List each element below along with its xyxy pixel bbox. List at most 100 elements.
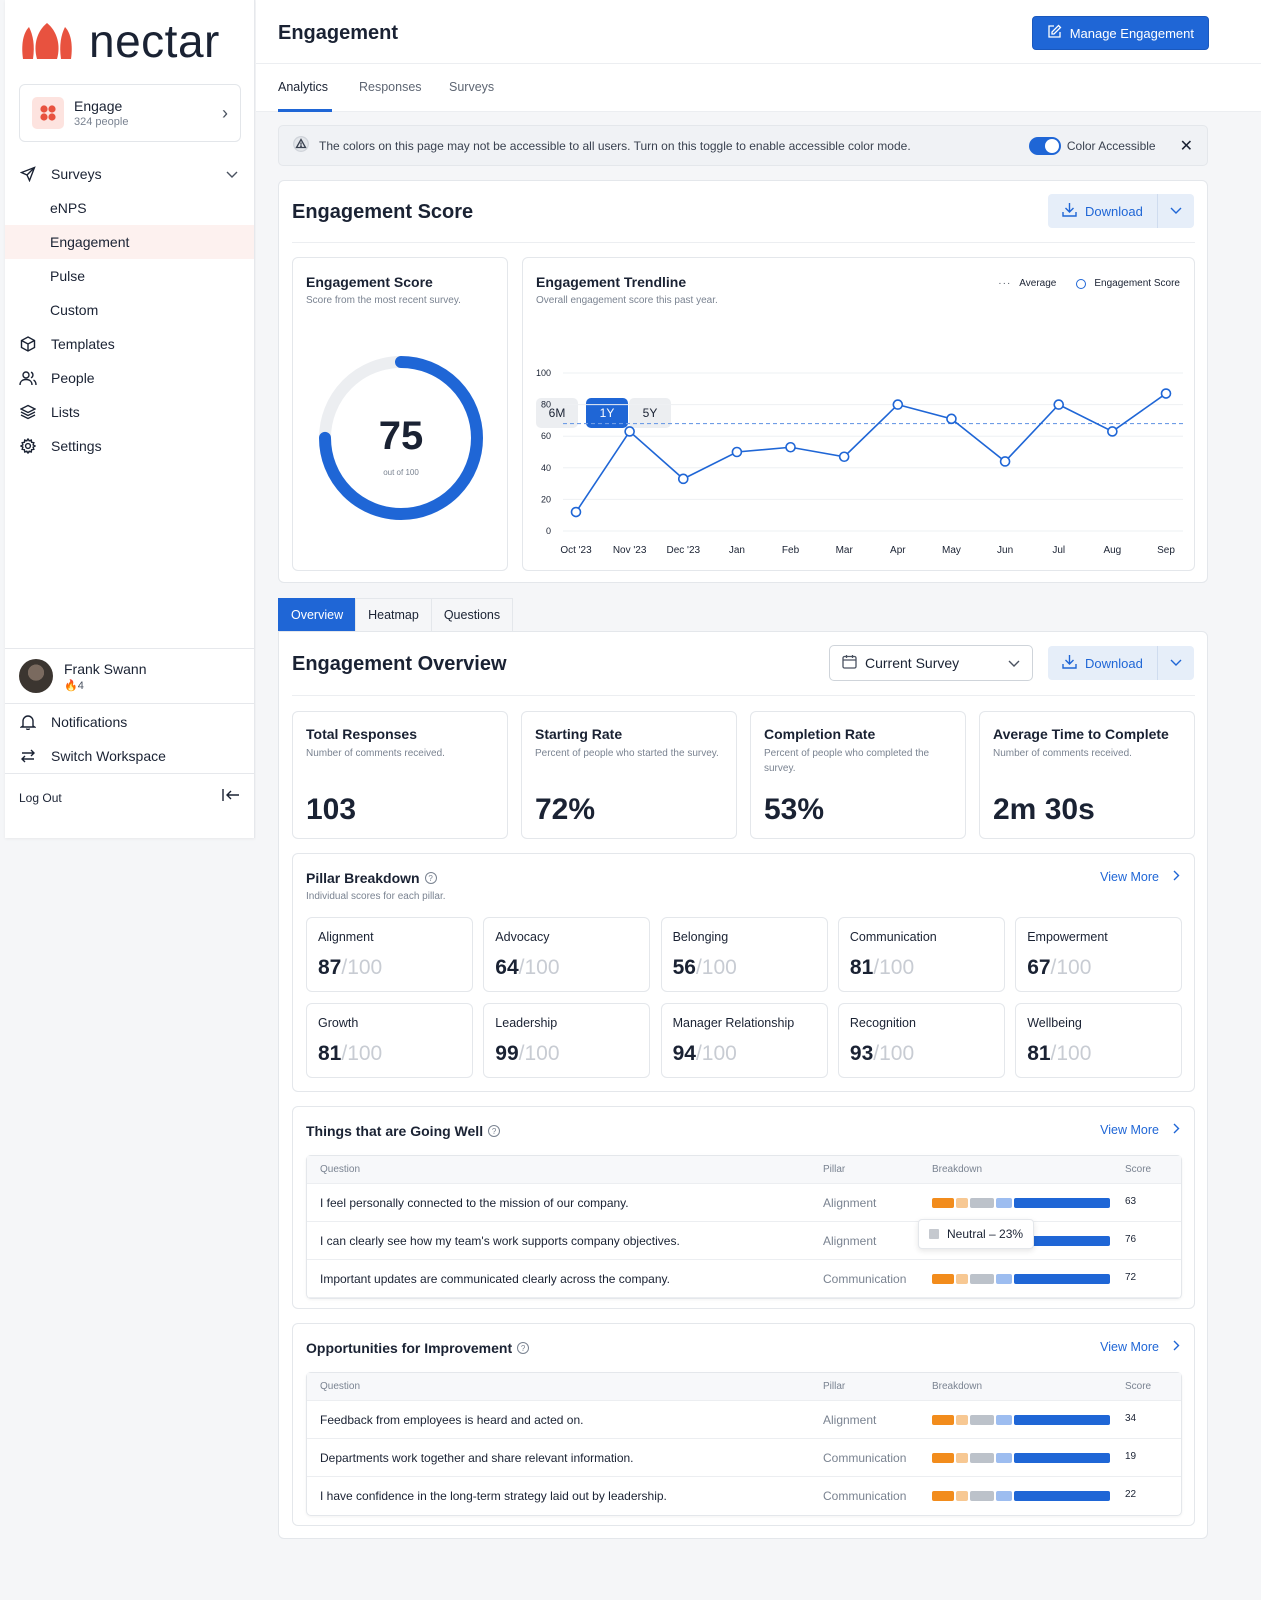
breakdown-segment[interactable] [970, 1453, 994, 1463]
data-point [1160, 388, 1172, 399]
breakdown-segment[interactable] [996, 1415, 1012, 1425]
close-icon[interactable]: ✕ [1179, 137, 1193, 155]
chevron-down-icon[interactable] [1158, 207, 1194, 215]
table-row[interactable]: Feedback from employees is heard and act… [307, 1401, 1181, 1439]
col-score: Score [1125, 1164, 1152, 1175]
view-more-link[interactable]: View More [1100, 870, 1180, 884]
table-row[interactable]: Departments work together and share rele… [307, 1439, 1181, 1477]
logo[interactable]: nectar [19, 18, 220, 64]
help-icon[interactable]: ? [517, 1342, 530, 1354]
breakdown-segment[interactable] [932, 1198, 954, 1208]
improvement-section: Opportunities for Improvement? View More… [292, 1323, 1195, 1526]
breakdown-segment[interactable] [1014, 1274, 1110, 1284]
nav-people[interactable]: People [5, 361, 254, 395]
breakdown-segment[interactable] [1014, 1198, 1110, 1208]
breakdown-segment[interactable] [970, 1491, 994, 1501]
breakdown-segment[interactable] [956, 1274, 968, 1284]
trend-chart: 0 20 40 60 80 100 Oct '23 Nov '23 Dec '23 Jan Feb M… [536, 368, 1183, 556]
tab-surveys[interactable]: Surveys [449, 80, 495, 94]
view-more-link[interactable]: View More [1100, 1123, 1180, 1137]
stat-subtitle: Percent of people who started the survey… [535, 748, 719, 759]
tab-overview[interactable]: Overview [278, 598, 357, 631]
stat-card: Starting Rate Percent of people who star… [521, 711, 737, 839]
x-tick-label: Feb [782, 545, 800, 556]
nav-templates[interactable]: Templates [5, 327, 254, 361]
nav-switch-workspace[interactable]: Switch Workspace [5, 739, 254, 773]
pillar-name: Manager Relationship [672, 1016, 795, 1030]
tab-analytics[interactable]: Analytics [278, 80, 329, 94]
pillar-card: Recognition 93/100 [837, 1003, 1005, 1078]
breakdown-segment[interactable] [932, 1415, 954, 1425]
user-profile[interactable]: Frank Swann 🔥4 [5, 648, 254, 704]
pillar-card: Alignment 87/100 [306, 917, 473, 992]
breakdown-segment[interactable] [932, 1274, 954, 1284]
chevron-down-icon[interactable] [1158, 659, 1194, 667]
logout-link[interactable]: Log Out [19, 790, 62, 805]
tab-heatmap[interactable]: Heatmap [355, 598, 432, 631]
tab-questions[interactable]: Questions [430, 598, 514, 631]
neutral-swatch [929, 1229, 939, 1239]
nav-lists[interactable]: Lists [5, 395, 254, 429]
stat-title: Total Responses [306, 726, 417, 742]
breakdown-segment[interactable] [996, 1198, 1012, 1208]
nav-sub-enps[interactable]: eNPS [50, 200, 87, 216]
manage-engagement-button[interactable]: Manage Engagement [1031, 16, 1209, 50]
table-row[interactable]: I can clearly see how my team's work sup… [307, 1222, 1181, 1260]
pillar-name: Wellbeing [1027, 1016, 1082, 1030]
data-point [1107, 426, 1118, 437]
stat-card: Completion Rate Percent of people who co… [750, 711, 966, 839]
collapse-sidebar-icon[interactable] [222, 788, 240, 807]
breakdown-segment[interactable] [1014, 1415, 1110, 1425]
nav-settings[interactable]: Settings [5, 429, 254, 463]
row-breakdown-bar [932, 1274, 1110, 1284]
gear-icon [19, 437, 37, 455]
breakdown-segment[interactable] [996, 1274, 1012, 1284]
help-icon[interactable]: ? [424, 872, 437, 884]
x-tick-label: Aug [1103, 545, 1121, 556]
user-name: Frank Swann [64, 660, 147, 677]
view-more-link[interactable]: View More [1100, 1340, 1180, 1354]
breakdown-segment[interactable] [932, 1491, 954, 1501]
improvement-title-text: Opportunities for Improvement [306, 1340, 513, 1356]
nav-sub-pulse[interactable]: Pulse [50, 268, 86, 284]
x-tick-label: Sep [1157, 545, 1175, 556]
download-button[interactable]: Download [1048, 194, 1194, 228]
nav-notifications[interactable]: Notifications [5, 705, 254, 739]
breakdown-segment[interactable] [1014, 1491, 1110, 1501]
table-row[interactable]: Important updates are communicated clear… [307, 1260, 1181, 1298]
breakdown-segment[interactable] [956, 1453, 968, 1463]
breakdown-segment[interactable] [996, 1491, 1012, 1501]
breakdown-segment[interactable] [1014, 1453, 1110, 1463]
nav-surveys[interactable]: Surveys [5, 157, 254, 191]
chevron-right-icon [1173, 1340, 1180, 1354]
table-row[interactable]: I have confidence in the long-term strat… [307, 1477, 1181, 1515]
users-icon [19, 369, 37, 387]
col-question: Question [320, 1164, 361, 1175]
breakdown-segment[interactable] [932, 1453, 954, 1463]
gauge-subtitle: Score from the most recent survey. [306, 295, 461, 306]
breakdown-segment[interactable] [996, 1453, 1012, 1463]
pillar-score-denominator: /100 [518, 956, 560, 979]
row-breakdown-bar [932, 1491, 1110, 1501]
breakdown-segment[interactable] [970, 1198, 994, 1208]
pillar-card: Manager Relationship 94/100 [660, 1003, 828, 1078]
stat-value: 72% [535, 793, 596, 826]
breakdown-segment[interactable] [970, 1274, 994, 1284]
help-icon[interactable]: ? [488, 1125, 501, 1137]
breakdown-segment[interactable] [1014, 1236, 1110, 1246]
pillar-name: Alignment [318, 930, 374, 944]
breakdown-segment[interactable] [956, 1198, 968, 1208]
color-accessible-toggle[interactable] [1028, 136, 1061, 155]
tab-responses[interactable]: Responses [359, 80, 422, 94]
overview-download-button[interactable]: Download [1048, 646, 1194, 680]
breakdown-segment[interactable] [970, 1415, 994, 1425]
breakdown-segment[interactable] [956, 1491, 968, 1501]
survey-select[interactable]: Current Survey [829, 645, 1033, 681]
nav-sub-engagement[interactable]: Engagement [5, 225, 254, 259]
nav-people-label: People [51, 370, 95, 386]
nav-sub-custom[interactable]: Custom [50, 302, 99, 318]
workspace-switcher[interactable]: Engage 324 people › [19, 84, 241, 142]
nav-lists-label: Lists [51, 404, 80, 420]
table-row[interactable]: I feel personally connected to the missi… [307, 1184, 1181, 1222]
breakdown-segment[interactable] [956, 1415, 968, 1425]
